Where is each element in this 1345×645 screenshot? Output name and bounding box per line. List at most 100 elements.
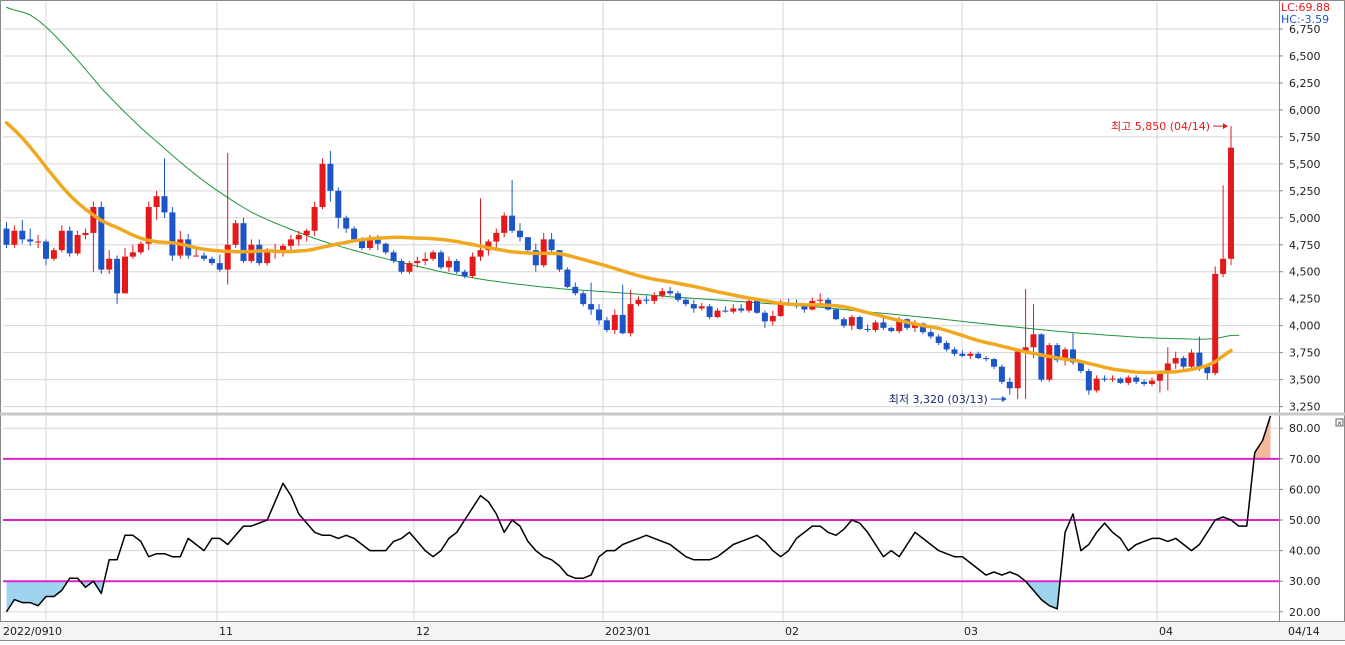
price-tick-label: 6,250: [1289, 77, 1321, 90]
candle: [857, 316, 863, 330]
hc-readout: HC:-3.59: [1281, 13, 1329, 26]
candle-body: [138, 244, 144, 253]
high-annotation-label: 최고 5,850 (04/14): [1111, 120, 1210, 133]
candle-body: [841, 319, 847, 325]
price-tick-label: 6,000: [1289, 104, 1321, 117]
candle-body: [699, 306, 705, 308]
candle-body: [414, 261, 420, 263]
candle-body: [130, 252, 136, 256]
candle-body: [98, 207, 104, 270]
candle-body: [643, 300, 649, 301]
candle-body: [27, 239, 33, 241]
price-tick-label: 4,500: [1289, 266, 1321, 279]
candle-body: [762, 313, 768, 322]
time-axis-background: [0, 622, 1345, 640]
time-tick-label: 2022/09: [3, 625, 49, 638]
candle-body: [162, 196, 168, 212]
price-tick-label: 6,500: [1289, 50, 1321, 63]
candle-body: [983, 358, 989, 359]
rsi-tick-label: 60.00: [1289, 483, 1321, 496]
candle-body: [177, 239, 183, 255]
candle-body: [406, 263, 412, 272]
candle: [169, 207, 175, 261]
candle-body: [1031, 334, 1037, 347]
rsi-tick-label: 20.00: [1289, 606, 1321, 619]
candle-body: [241, 223, 247, 261]
candle-body: [335, 191, 341, 218]
candle-body: [564, 270, 570, 287]
candle-body: [19, 231, 25, 240]
time-tick-label: 04: [1159, 625, 1173, 638]
candle-body: [225, 245, 231, 270]
candle-body: [991, 359, 997, 367]
candle: [1038, 333, 1044, 382]
candle-body: [628, 304, 634, 333]
candle-body: [770, 316, 776, 321]
candle: [438, 250, 444, 269]
panel-close-icon[interactable]: ×: [1336, 419, 1343, 428]
candle-body: [391, 252, 397, 261]
candle-body: [754, 301, 760, 313]
candle-body: [517, 231, 523, 237]
candle-body: [256, 245, 262, 263]
candle-body: [746, 301, 752, 311]
candle-body: [470, 257, 476, 276]
candle-body: [351, 229, 357, 240]
rsi-tick-label: 40.00: [1289, 545, 1321, 558]
candle-body: [1110, 379, 1116, 380]
candle: [67, 226, 73, 256]
candle-body: [604, 320, 610, 330]
price-tick-label: 4,250: [1289, 293, 1321, 306]
candle-body: [383, 244, 389, 253]
rsi-tick-label: 50.00: [1289, 514, 1321, 527]
candle: [320, 158, 326, 209]
candle: [399, 259, 405, 274]
candle-body: [193, 256, 199, 257]
candle-body: [1196, 353, 1202, 367]
candle-body: [327, 164, 333, 191]
candle-body: [683, 300, 689, 304]
candle: [454, 259, 460, 274]
candle-body: [304, 231, 310, 235]
candle-body: [928, 332, 934, 336]
candle: [1046, 343, 1052, 382]
candle-body: [154, 196, 160, 207]
candle-body: [691, 304, 697, 308]
candle-body: [952, 349, 958, 353]
candle-body: [967, 354, 973, 356]
candle-body: [90, 207, 96, 233]
candle-body: [1189, 353, 1195, 367]
candle-body: [959, 354, 965, 356]
candle-body: [114, 259, 120, 294]
candle-body: [1181, 358, 1187, 367]
candle-body: [83, 233, 89, 235]
candle-body: [67, 231, 73, 254]
candle-body: [1046, 345, 1052, 380]
candle-body: [722, 311, 728, 312]
candle-body: [525, 237, 531, 250]
candle-body: [312, 207, 318, 231]
candle-body: [667, 291, 673, 293]
candle-body: [873, 322, 879, 330]
time-tick-label: 02: [785, 625, 799, 638]
candle-body: [59, 231, 65, 250]
candle-body: [1015, 352, 1021, 389]
rsi-tick-label: 80.00: [1289, 422, 1321, 435]
candle-body: [509, 216, 515, 231]
svg-text:×: ×: [1337, 420, 1343, 428]
candle-body: [446, 261, 452, 267]
candle-body: [1133, 377, 1139, 381]
candle-body: [1149, 381, 1155, 384]
candle: [580, 291, 586, 306]
candle-body: [596, 310, 602, 321]
price-tick-label: 4,000: [1289, 320, 1321, 333]
time-tick-label: 04/14: [1288, 625, 1320, 638]
candle-body: [430, 252, 436, 258]
indicator-header: LC:69.88 HC:-3.59: [1281, 1, 1330, 26]
price-tick-label: 5,750: [1289, 131, 1321, 144]
candle: [98, 202, 104, 274]
candle-body: [580, 293, 586, 304]
